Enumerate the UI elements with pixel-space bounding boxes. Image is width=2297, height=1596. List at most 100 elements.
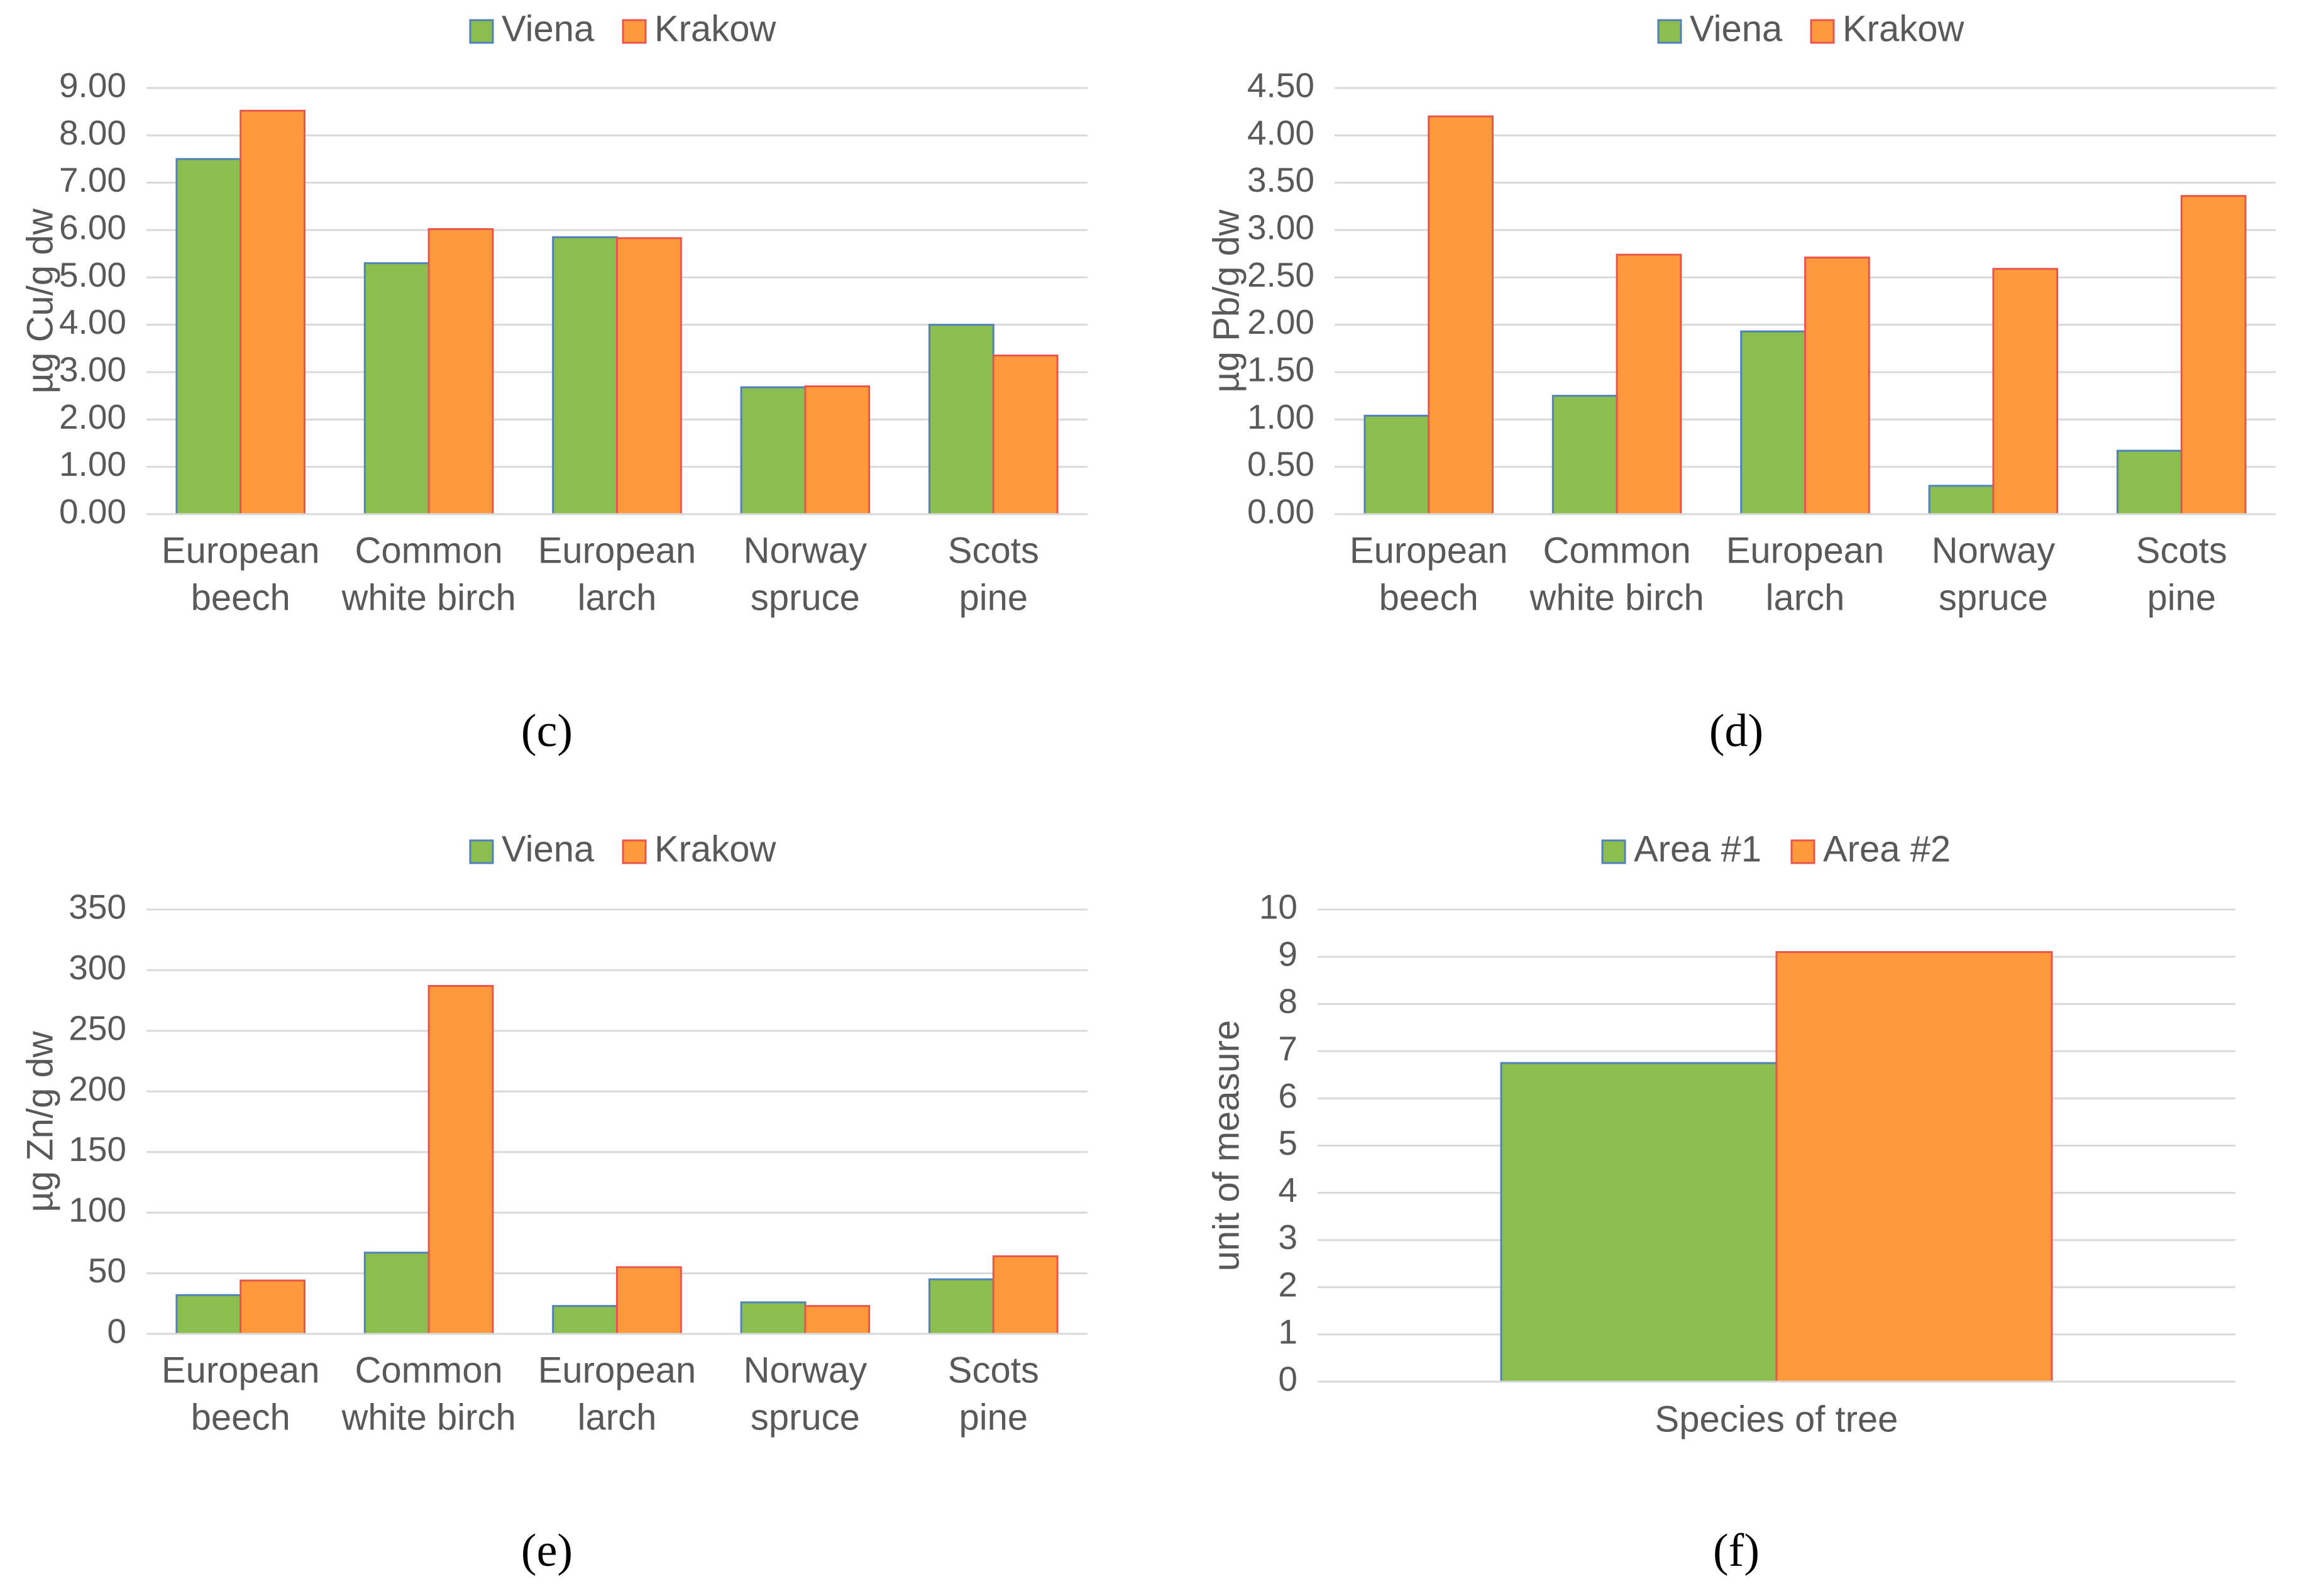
y-tick-label: 9 [1278,935,1297,974]
x-tick-label: larch [578,1397,657,1438]
x-tick-label: Norway [1932,530,2056,571]
chart-panel-c: 0.00 1.00 2.00 3.00 4.00 5.00 6.00 7.00 8.00 9.00… [19,8,1088,757]
y-tick-label: 150 [69,1130,126,1169]
x-tick-label: spruce [751,577,860,618]
legend-swatch [622,19,647,44]
y-tick-label: 2.00 [59,397,126,436]
y-tick-label: 3.50 [1247,160,1314,199]
legend-swatch [1790,839,1815,864]
bar-krakow-2 [616,1266,682,1335]
y-tick-label: 1.00 [59,444,126,483]
y-tick-label: 4.00 [1247,113,1314,152]
y-axis-label: unit of measure [1206,1020,1247,1272]
x-tick-label: Scots [948,530,1039,571]
y-tick-label: 5.00 [59,255,126,294]
y-tick-label: 250 [69,1008,126,1047]
legend-label: Area #1 [1634,828,1761,869]
bar-krakow-1 [427,228,494,515]
y-tick-label: 4 [1278,1170,1297,1209]
y-tick-label: 8.00 [59,113,126,152]
bar-viena-4 [928,1278,994,1335]
y-tick-label: 100 [69,1191,126,1230]
y-tick-label: 6 [1278,1076,1297,1115]
legend-swatch [1810,19,1835,44]
y-axis-label: µg Pb/g dw [1206,209,1247,392]
y-tick-label: 0.00 [59,492,126,531]
panel-caption: (e) [521,1525,573,1577]
y-tick-label: 2.50 [1247,255,1314,294]
y-tick-label: 3 [1278,1218,1297,1257]
bar-krakow-2 [1804,256,1870,515]
legend-label: Krakow [654,828,777,869]
y-tick-label: 10 [1259,888,1297,927]
x-tick-label: European [162,530,320,571]
legend-label: Krakow [1843,8,1965,49]
x-tick-label: European [538,1350,697,1390]
legend-swatch [469,19,494,44]
y-tick-label: 5 [1278,1123,1297,1162]
y-tick-label: 350 [69,888,126,927]
x-tick-label: pine [959,1397,1028,1438]
chart-panel-e: 0 50 100 150 200 250 300 350 µg Zn/g dw European b… [19,828,1088,1577]
bar-viena-0 [175,1294,242,1335]
y-tick-label: 0 [107,1312,126,1351]
y-tick-label: 7.00 [59,160,126,199]
y-tick-label: 0.50 [1247,444,1314,483]
x-tick-label: Species of tree [1655,1399,1898,1439]
x-tick-label: larch [578,577,657,618]
bar-viena-4 [2117,449,2183,515]
bar-krakow-3 [804,1305,871,1335]
bar-viena-1 [363,262,430,515]
x-tick-label: Scots [2136,530,2227,571]
bar-viena-1 [1551,395,1618,515]
y-axis-label: µg Cu/g dw [19,208,60,394]
bar-krakow-4 [992,1255,1059,1335]
bar-viena-0 [175,158,242,515]
bar-krakow-1 [427,985,494,1335]
bar-viena-1 [363,1252,430,1335]
x-tick-label: Norway [744,530,868,571]
x-tick-label: Common [1543,530,1690,571]
y-tick-label: 3.00 [59,350,126,389]
panel-caption: (c) [521,705,573,757]
x-tick-label: spruce [1939,577,2048,618]
y-tick-label: 6.00 [59,208,126,247]
y-tick-label: 1.00 [1247,397,1314,436]
bar-viena-3 [1928,485,1995,515]
bar-viena-0 [1363,414,1430,515]
y-tick-label: 50 [88,1251,126,1290]
y-tick-label: 1 [1278,1312,1297,1351]
x-tick-label: European [1350,530,1508,571]
chart-panel-d: 0.00 0.50 1.00 1.50 2.00 2.50 3.00 3.50 4.00 4.50… [1206,8,2276,757]
y-tick-label: 0.00 [1247,492,1314,531]
bar-viena-2 [552,1305,618,1335]
y-tick-label: 2.00 [1247,302,1314,341]
bar-viena-3 [740,386,807,515]
bar-krakow-4 [992,355,1059,515]
y-tick-label: 4.50 [1247,66,1314,105]
legend-swatch [622,839,647,864]
y-tick-label: 200 [69,1069,126,1108]
x-tick-label: beech [191,1397,290,1438]
legend-swatch [1657,19,1682,44]
x-tick-label: Norway [744,1350,868,1390]
x-tick-label: pine [2147,577,2216,618]
bar-viena-4 [928,324,994,515]
x-tick-label: white birch [341,577,515,618]
x-tick-label: Common [355,1350,502,1390]
panel-caption: (d) [1709,705,1763,757]
y-tick-label: 2 [1278,1265,1297,1304]
legend-label: Viena [1690,8,1783,49]
x-tick-label: larch [1766,577,1845,618]
bar-krakow-0 [1428,115,1494,515]
x-tick-label: Scots [948,1350,1039,1390]
y-tick-label: 0 [1278,1360,1297,1399]
y-tick-label: 4.00 [59,302,126,341]
x-tick-label: beech [191,577,290,618]
legend-label: Area #2 [1823,828,1951,869]
y-axis-label: µg Zn/g dw [19,1030,60,1212]
x-tick-label: European [538,530,697,571]
chart-panel-f: 0 1 2 3 4 5 6 7 8 9 10 unit of measure Species of tr… [1206,828,2235,1577]
bar-viena-2 [1740,330,1807,515]
